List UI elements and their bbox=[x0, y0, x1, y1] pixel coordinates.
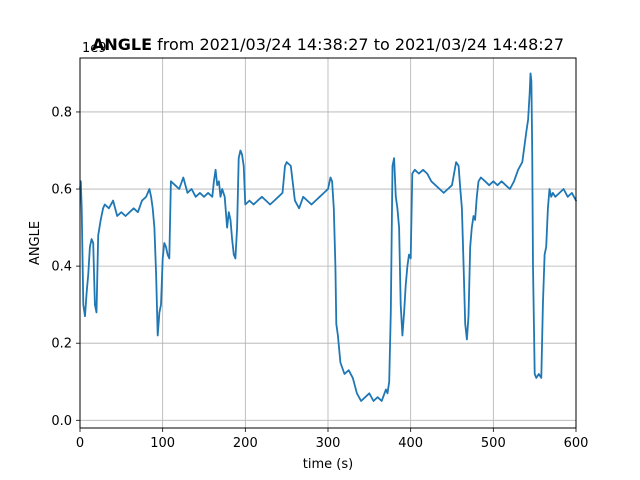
y-tick-label: 0.0 bbox=[51, 414, 72, 429]
y-tick-label: 0.6 bbox=[51, 183, 72, 198]
series-line bbox=[79, 72, 577, 402]
x-tick-label: 400 bbox=[398, 436, 423, 451]
x-tick-label: 100 bbox=[150, 436, 175, 451]
y-tick-label: 0.4 bbox=[51, 260, 72, 275]
x-tick-label: 300 bbox=[316, 436, 341, 451]
grid-lines bbox=[79, 58, 577, 428]
chart-title-bold: ANGLE bbox=[92, 35, 152, 54]
chart-title-rest: from 2021/03/24 14:38:27 to 2021/03/24 1… bbox=[152, 35, 564, 54]
x-tick-label: 600 bbox=[564, 436, 589, 451]
chart-title: ANGLE from 2021/03/24 14:38:27 to 2021/0… bbox=[92, 35, 564, 54]
y-axis-label: ANGLE bbox=[28, 221, 43, 265]
x-axis-label: time (s) bbox=[303, 457, 353, 472]
plot-frame bbox=[79, 57, 577, 429]
y-offset-text: 1e9 bbox=[82, 41, 107, 56]
x-tick-label: 500 bbox=[481, 436, 506, 451]
x-tick-label: 0 bbox=[76, 436, 84, 451]
axis-tick-labels: 0 100 200 300 400 500 600 0.0 0.2 0.4 0.6 0.8 bbox=[51, 105, 588, 451]
x-tick-label: 200 bbox=[233, 436, 258, 451]
series-group bbox=[79, 72, 577, 402]
y-tick-label: 0.2 bbox=[51, 337, 72, 352]
y-tick-label: 0.8 bbox=[51, 105, 72, 120]
